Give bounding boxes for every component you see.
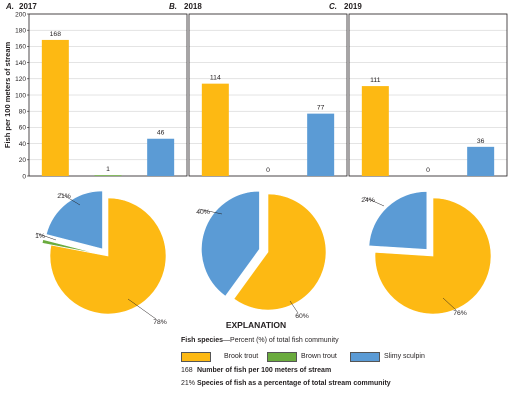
bar-value-label-slimy-sculpin: 46	[157, 130, 165, 137]
plot-frame	[348, 13, 508, 177]
bar-slimy-sculpin	[147, 138, 175, 176]
pie-slice-brook-trout	[49, 197, 167, 315]
bar-value-label-brook-trout: 168	[50, 31, 62, 38]
y-axis-label: Fish per 100 meters of stream	[3, 42, 12, 149]
bar-value-label-brook-trout: 114	[210, 75, 221, 82]
y-tick-label: 140	[15, 60, 26, 67]
y-tick-label: 120	[15, 76, 26, 83]
panel-title: 2018	[184, 2, 202, 11]
pie-label-brook-trout: 76%	[453, 310, 467, 317]
bar-slimy-sculpin	[467, 146, 495, 176]
bar-value-label-brook-trout: 111	[370, 77, 381, 84]
bar-brook-trout	[361, 86, 389, 176]
pie-leader-brook-trout	[289, 300, 299, 314]
y-tick-label: 200	[15, 11, 26, 18]
bar-panel-2019: C. 2019 111 0 36	[329, 2, 508, 177]
y-tick-label: 40	[19, 141, 27, 148]
pie-label-slimy-sculpin: 24%	[361, 197, 375, 204]
bar-brook-trout	[41, 39, 69, 176]
pie-slice-brown-trout	[41, 239, 100, 255]
pie-label-brook-trout: 60%	[295, 313, 309, 320]
pie-label-slimy-sculpin: 21%	[57, 193, 71, 200]
pie-label-brown-trout: 1%	[35, 233, 45, 240]
pie-leader-brown-trout	[35, 232, 57, 241]
plot-frame	[188, 13, 348, 177]
pie-chart-2019: 76% 24%	[361, 191, 492, 317]
pie-leader-brook-trout	[442, 297, 457, 311]
pie-leader-brook-trout	[127, 298, 157, 320]
pie-slice-brook-trout	[233, 193, 327, 311]
panel-letter: B.	[169, 2, 177, 11]
bar-value-label-brown-trout: 0	[426, 167, 430, 174]
bar-value-label-slimy-sculpin: 36	[477, 138, 485, 145]
y-tick-label: 60	[19, 125, 27, 132]
pie-leader-slimy-sculpin	[198, 208, 223, 215]
bar-value-label-slimy-sculpin: 77	[317, 105, 325, 112]
pie-slice-slimy-sculpin	[45, 190, 103, 250]
pie-slice-slimy-sculpin	[201, 190, 260, 297]
panel-title: 2017	[19, 2, 37, 11]
y-tick-label: 100	[15, 92, 26, 99]
y-tick-label: 20	[19, 157, 27, 164]
bar-value-label-brown-trout: 1	[106, 166, 110, 173]
y-tick-label: 80	[19, 109, 27, 116]
bar-panel-2018: B. 2018 114 0 77	[169, 2, 348, 177]
panel-title: 2019	[344, 2, 362, 11]
panel-letter: C.	[329, 2, 337, 11]
pie-slice-brook-trout	[374, 197, 492, 315]
bar-slimy-sculpin	[307, 113, 335, 176]
pie-leader-slimy-sculpin	[59, 192, 81, 206]
pie-label-brook-trout: 78%	[153, 319, 167, 326]
pie-chart-2018: 60% 40%	[196, 190, 327, 320]
y-tick-label: 0	[22, 173, 26, 180]
panel-letter: A.	[5, 2, 14, 11]
y-tick-label: 160	[15, 44, 26, 51]
pie-label-slimy-sculpin: 40%	[196, 209, 210, 216]
bar-brown-trout	[94, 175, 122, 176]
bar-brook-trout	[201, 83, 229, 176]
pie-slice-slimy-sculpin	[368, 191, 428, 250]
y-tick-label: 180	[15, 28, 26, 35]
bar-value-label-brown-trout: 0	[266, 167, 270, 174]
pie-chart-2017: 78% 1% 21%	[35, 190, 167, 326]
pie-leader-slimy-sculpin	[363, 196, 385, 207]
pie-charts-layer: 78% 1% 21% 60% 40% 76% 24%	[35, 190, 492, 326]
